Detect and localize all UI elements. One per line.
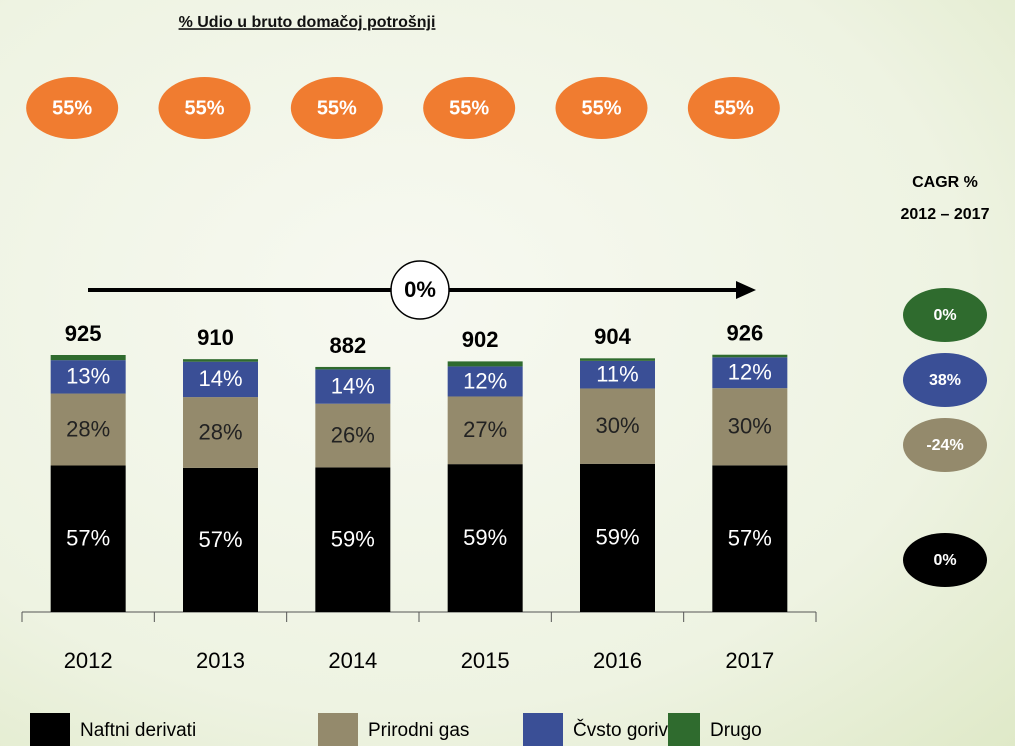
segment-label: 27% [463,417,507,442]
cagr-oval [903,288,987,342]
x-tick-label: 2014 [328,648,377,673]
bar-segment [315,403,391,468]
bar-segment [580,388,655,464]
bar-segment [315,369,391,404]
cagr-oval [903,418,987,472]
segment-label: 59% [595,525,639,550]
bar-segment [183,359,258,362]
total-label: 882 [329,333,366,358]
bar-segment [580,358,655,361]
share-oval [555,77,648,139]
segment-label: 12% [463,368,507,393]
segment-label: 11% [596,361,638,386]
x-tick-label: 2016 [593,648,642,673]
bar-segment [447,366,523,397]
bar-segment [315,467,391,612]
share-label: 55% [714,97,754,119]
segment-label: 26% [331,422,375,447]
bar-segment [50,393,126,466]
bar-segment [712,465,788,612]
legend-label: Naftni derivati [80,720,196,741]
segment-label: 59% [331,527,375,552]
share-label: 55% [184,97,224,119]
total-label: 910 [197,325,234,350]
cagr-title: CAGR % [912,174,978,191]
cagr-oval [903,353,987,407]
trend-circle [390,260,450,320]
bar-segment [712,357,788,389]
x-tick-label: 2012 [64,648,113,673]
bar-segment [447,361,523,367]
share-label: 55% [449,97,489,119]
share-oval [26,77,119,139]
x-tick-label: 2013 [196,648,245,673]
segment-label: 28% [66,416,110,441]
segment-label: 28% [198,419,242,444]
total-label: 902 [462,327,499,352]
share-label: 55% [317,97,357,119]
segment-label: 57% [66,526,110,551]
segment-label: 59% [463,525,507,550]
bar-segment [183,361,258,398]
legend-swatch [668,713,700,746]
bar-segment [183,467,258,612]
bar-segment [712,388,788,466]
legend-label: Prirodni gas [368,720,469,741]
segment-label: 13% [66,364,110,389]
trend-arrowhead [736,281,756,299]
bar-segment [447,396,523,465]
share-oval [290,77,383,139]
legend-swatch [318,713,358,746]
legend-label: Drugo [710,720,762,741]
total-label: 925 [65,321,102,346]
cagr-label: 0% [933,552,956,569]
share-oval [158,77,251,139]
cagr-period: 2012 – 2017 [901,206,990,223]
bar-segment [712,354,788,358]
cagr-label: 0% [933,307,956,324]
cagr-label: -24% [926,437,963,454]
legend-label: Čvsto gorivo [573,719,679,741]
bar-segment [580,463,655,612]
segment-label: 30% [728,414,772,439]
segment-label: 12% [728,360,772,385]
segment-label: 30% [595,413,639,438]
legend-swatch [30,713,70,746]
bar-segment [50,360,126,394]
segment-label: 57% [198,527,242,552]
cagr-label: 38% [929,372,961,389]
total-label: 904 [594,324,631,349]
bar-segment [580,360,655,389]
x-tick-label: 2015 [461,648,510,673]
share-label: 55% [581,97,621,119]
share-title: % Udio u bruto domačoj potrošnji [179,14,436,31]
segment-label: 57% [728,525,772,550]
share-label: 55% [52,97,92,119]
segment-label: 14% [331,373,375,398]
trend-label: 0% [404,277,436,302]
total-label: 926 [726,321,763,346]
legend-swatch [523,713,563,746]
x-tick-label: 2017 [725,648,774,673]
share-oval [687,77,780,139]
cagr-oval [903,533,987,587]
bar-segment [315,366,391,370]
segment-label: 14% [198,366,242,391]
bar-segment [50,465,126,612]
bar-segment [50,355,126,361]
share-oval [423,77,516,139]
bar-segment [183,397,258,468]
bar-segment [447,464,523,612]
